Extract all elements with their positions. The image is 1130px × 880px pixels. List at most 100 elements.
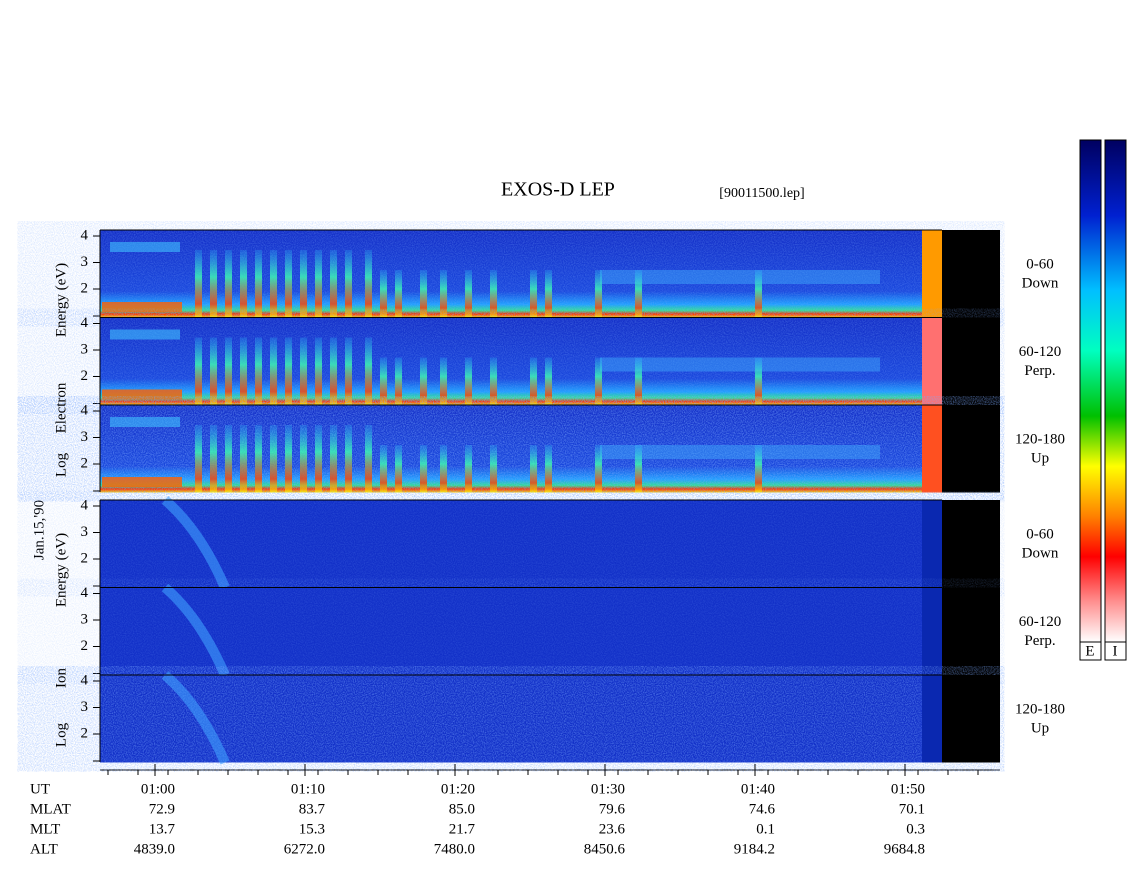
orbit-value: 13.7 [149, 821, 176, 837]
spectrogram-band [102, 477, 182, 487]
spectrogram-edge [922, 587, 942, 675]
panel-direction: Up [1031, 720, 1049, 736]
y-tick-label: 2 [81, 550, 89, 566]
panel-angle: 60-120 [1019, 614, 1062, 630]
spectrogram-streak [330, 425, 337, 493]
spectrogram-streak [420, 270, 427, 318]
y-tick-label: 2 [81, 638, 89, 654]
spectrogram-streak [465, 357, 472, 405]
spectrogram-streak [345, 250, 352, 318]
spectrogram-streak [635, 445, 642, 493]
spectrogram-band [600, 357, 880, 372]
spectrogram-streak [635, 270, 642, 318]
spectrogram-streak [545, 445, 552, 493]
spectrogram-streak [420, 445, 427, 493]
spectrogram-streak [545, 357, 552, 405]
spectrogram-streak [755, 445, 762, 493]
spectrogram-streak [755, 270, 762, 318]
spectrogram-streak [315, 337, 322, 405]
spectrogram-streak [161, 496, 230, 590]
spectrogram-noise [100, 675, 922, 763]
y-tick-label: 4 [81, 402, 89, 418]
spectrogram-streak [285, 250, 292, 318]
spectrogram-noise [100, 405, 922, 493]
panel-direction: Perp. [1024, 363, 1055, 379]
spectrogram-streak [440, 357, 447, 405]
spectrogram-streak [365, 337, 372, 405]
orbit-value: 72.9 [149, 801, 175, 817]
y-tick-label: 2 [81, 725, 89, 741]
panel-angle: 0-60 [1026, 526, 1054, 542]
spectrogram-streak [490, 445, 497, 493]
spectrogram-streak [225, 425, 232, 493]
spectrogram-band [600, 270, 880, 284]
spectrogram-streak [465, 270, 472, 318]
spectrogram-edge [922, 405, 942, 493]
spectrogram-streak [380, 357, 387, 405]
colorbar [1104, 139, 1127, 643]
spectrogram-streak [255, 337, 262, 405]
spectrogram-noise [100, 230, 922, 318]
spectrogram-streak [225, 337, 232, 405]
spectrogram-streak [195, 425, 202, 493]
orbit-label: MLT [30, 821, 60, 837]
file-name: [90011500.lep] [719, 186, 804, 201]
panel-direction: Down [1022, 275, 1059, 291]
colorbar [1079, 139, 1102, 643]
spectrogram-streak [545, 270, 552, 318]
orbit-label: UT [30, 781, 50, 797]
spectrogram-streak [395, 445, 402, 493]
y-axis-label: Log [53, 452, 69, 477]
panel-direction: Up [1031, 450, 1049, 466]
spectrogram-streak [420, 357, 427, 405]
panel-angle: 120-180 [1015, 431, 1065, 447]
spectrogram-streak [380, 445, 387, 493]
orbit-label: ALT [30, 841, 58, 857]
data-gap [942, 405, 1000, 493]
spectrogram-streak [270, 250, 277, 318]
spectrogram-band [102, 302, 182, 312]
spectrogram-streak [210, 250, 217, 318]
spectrogram-band [110, 242, 180, 252]
spectrogram-streak [330, 337, 337, 405]
orbit-value: 6272.0 [284, 841, 325, 857]
spectrogram-streak [755, 357, 762, 405]
y-tick-label: 3 [81, 699, 89, 715]
orbit-value: 74.6 [749, 801, 776, 817]
orbit-label: MLAT [30, 801, 71, 817]
data-gap [942, 500, 1000, 588]
spectrogram-streak [395, 270, 402, 318]
spectrogram-streak [195, 337, 202, 405]
spectrogram-streak [595, 445, 602, 493]
y-tick-label: 2 [81, 280, 89, 296]
y-tick-label: 4 [81, 672, 89, 688]
orbit-value: 15.3 [299, 821, 325, 837]
orbit-value: 9684.8 [884, 841, 925, 857]
spectrogram-streak [300, 337, 307, 405]
data-gap [942, 587, 1000, 675]
spectrogram-streak [365, 425, 372, 493]
data-gap [942, 230, 1000, 318]
spectrogram-streak [225, 250, 232, 318]
orbit-value: 9184.2 [734, 841, 775, 857]
spectrogram-streak [285, 425, 292, 493]
title: EXOS-D LEP [501, 179, 615, 201]
spectrogram-streak [270, 425, 277, 493]
orbit-value: 4839.0 [134, 841, 175, 857]
y-tick-label: 4 [81, 315, 89, 331]
spectrogram-streak [300, 250, 307, 318]
spectrogram-streak [395, 357, 402, 405]
spectrogram-streak [440, 270, 447, 318]
orbit-value: 01:10 [291, 781, 325, 797]
spectrogram-streak [300, 425, 307, 493]
orbit-value: 21.7 [449, 821, 476, 837]
panel-angle: 120-180 [1015, 701, 1065, 717]
colorbar-label: I [1113, 643, 1118, 659]
panel-direction: Down [1022, 545, 1059, 561]
spectrogram-streak [210, 337, 217, 405]
orbit-value: 79.6 [599, 801, 626, 817]
spectrogram-streak [210, 425, 217, 493]
orbit-value: 70.1 [899, 801, 925, 817]
orbit-value: 23.6 [599, 821, 626, 837]
